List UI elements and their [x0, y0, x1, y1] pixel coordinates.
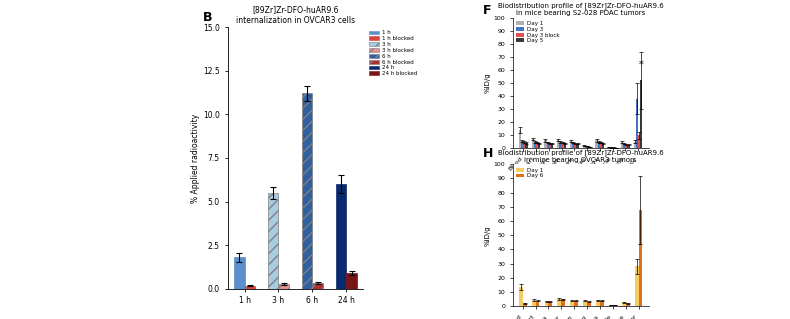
Bar — [621, 142, 623, 148]
Bar — [589, 147, 592, 148]
Bar — [626, 303, 630, 306]
Bar — [268, 193, 279, 289]
Title: Biodistribution profile of [89Zr]Zr-DFO-huAR9.6
in mice bearing S2-028 PDAC tumo: Biodistribution profile of [89Zr]Zr-DFO-… — [498, 2, 664, 16]
Bar — [596, 140, 597, 148]
Bar — [608, 147, 611, 148]
Bar — [536, 301, 540, 306]
Bar — [519, 130, 521, 148]
Bar — [547, 143, 549, 148]
Text: B: B — [203, 11, 213, 25]
Legend: Day 1, Day 3, Day 3 block, Day 5: Day 1, Day 3, Day 3 block, Day 5 — [516, 20, 560, 44]
Bar — [519, 287, 523, 306]
Bar — [279, 284, 289, 289]
Y-axis label: %ID/g: %ID/g — [485, 73, 491, 93]
Y-axis label: %ID/g: %ID/g — [485, 225, 491, 246]
Bar — [538, 143, 540, 148]
Bar — [570, 300, 574, 306]
Bar — [596, 300, 600, 306]
Bar — [623, 144, 626, 148]
Bar — [587, 302, 591, 306]
Bar — [548, 302, 552, 306]
Title: Biodistribution profile of [89Zr]Zr-DFO-huAR9.6
in mice bearing OVCAR3 tumors: Biodistribution profile of [89Zr]Zr-DFO-… — [498, 149, 664, 162]
Bar — [602, 143, 604, 148]
Title: [89Zr]Zr-DFO-huAR9.6
internalization in OVCAR3 cells: [89Zr]Zr-DFO-huAR9.6 internalization in … — [236, 5, 355, 25]
Bar — [557, 140, 559, 148]
Bar — [597, 142, 600, 148]
Bar — [609, 305, 613, 306]
Bar — [544, 140, 547, 148]
Bar — [572, 143, 574, 148]
Bar — [577, 144, 578, 148]
Bar — [234, 257, 245, 289]
Bar — [549, 143, 551, 148]
Legend: 1 h, 1 h blocked, 3 h, 3 h blocked, 6 h, 6 h blocked, 24 h, 24 h blocked: 1 h, 1 h blocked, 3 h, 3 h blocked, 6 h,… — [369, 30, 417, 77]
Bar — [551, 144, 553, 148]
Bar — [574, 143, 577, 148]
Bar — [562, 300, 565, 306]
Bar — [564, 143, 566, 148]
Bar — [622, 302, 626, 306]
Bar — [521, 141, 523, 148]
Bar — [626, 145, 627, 148]
Bar — [627, 145, 630, 148]
Bar — [585, 146, 587, 148]
Bar — [346, 273, 357, 289]
Bar — [532, 139, 534, 148]
Bar — [312, 283, 323, 289]
Bar — [636, 99, 638, 148]
Bar — [336, 184, 346, 289]
Bar — [600, 143, 602, 148]
Text: F: F — [483, 4, 491, 18]
Bar — [559, 142, 562, 148]
Bar — [525, 143, 528, 148]
Bar — [544, 301, 548, 306]
Bar — [613, 305, 617, 306]
Bar — [583, 301, 587, 306]
Bar — [638, 135, 640, 148]
Bar — [640, 80, 642, 148]
Bar — [558, 299, 562, 306]
Text: H: H — [483, 147, 493, 160]
Bar — [532, 300, 536, 306]
Text: *: * — [639, 60, 644, 70]
Bar — [574, 301, 578, 306]
Bar — [534, 142, 536, 148]
Bar — [523, 303, 527, 306]
Bar — [634, 142, 636, 148]
Bar — [523, 142, 525, 148]
Bar — [600, 301, 604, 306]
Bar — [638, 210, 642, 306]
Bar — [245, 286, 255, 289]
Bar — [570, 141, 572, 148]
Bar — [611, 147, 612, 148]
Bar — [536, 143, 538, 148]
Legend: Day 1, Day 6: Day 1, Day 6 — [516, 167, 544, 179]
Bar — [634, 266, 638, 306]
Bar — [562, 143, 564, 148]
Bar — [587, 146, 589, 148]
Y-axis label: % Applied radioactivity: % Applied radioactivity — [191, 113, 200, 203]
Bar — [583, 145, 585, 148]
Bar — [302, 93, 312, 289]
